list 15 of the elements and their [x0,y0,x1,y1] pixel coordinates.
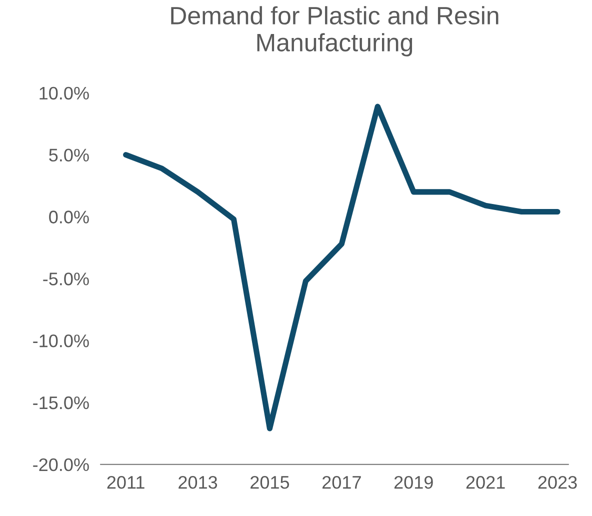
x-tick-label: 2019 [394,476,433,489]
y-tick-label: -5.0% [43,272,89,286]
chart-title: Demand for Plastic and Resin Manufacturing [171,6,498,56]
x-tick-label: 2015 [250,476,290,489]
y-tick-label: -20.0% [33,458,89,472]
x-tick-label: 2013 [178,476,218,489]
y-tick-label: -15.0% [33,396,89,410]
y-tick-label: 5.0% [49,148,89,162]
y-tick-label: 0.0% [49,210,89,224]
y-tick-label: 10.0% [40,86,89,100]
x-tick-label: 2023 [538,476,577,489]
x-tick-label: 2017 [322,476,361,489]
y-tick-label: -10.0% [33,334,89,348]
x-tick-label: 2021 [466,476,505,489]
x-tick-label: 2011 [107,476,144,489]
